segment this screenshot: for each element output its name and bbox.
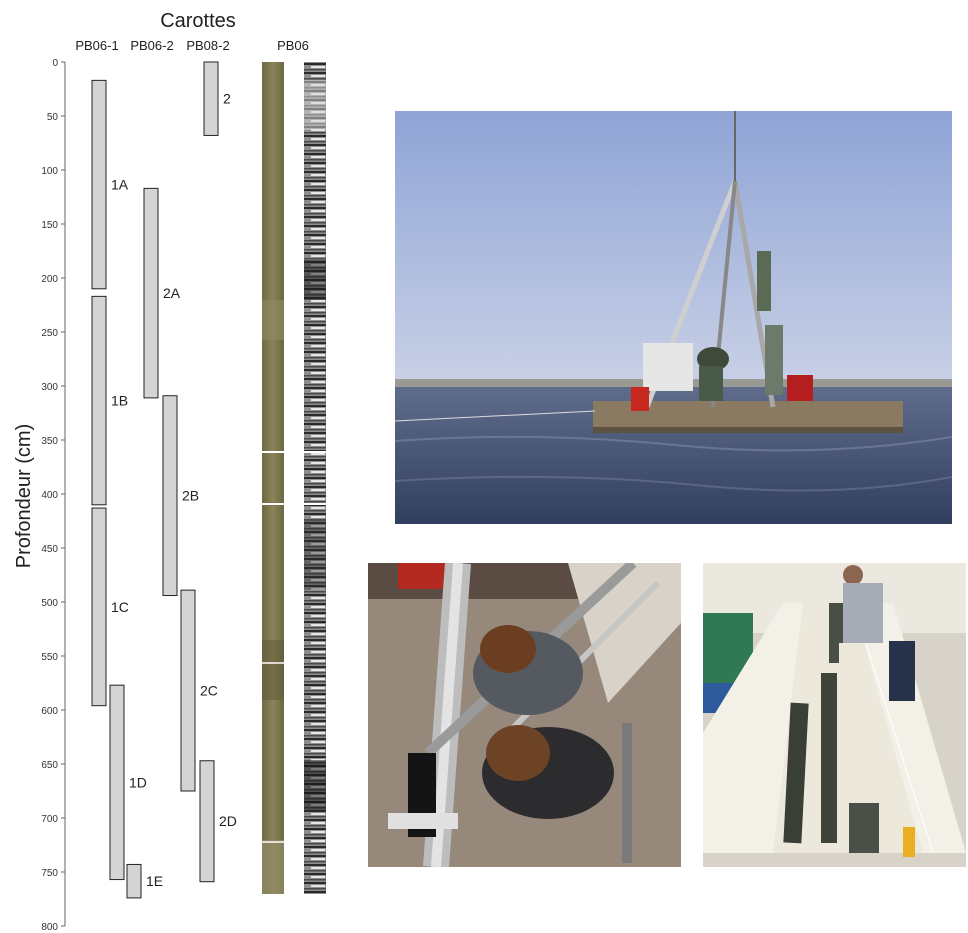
core-section-label: 1A — [111, 177, 129, 193]
column-header-pb06-1: PB06-1 — [75, 38, 118, 53]
y-tick-label: 100 — [41, 166, 58, 177]
column-header-pb06-2: PB06-2 — [130, 38, 173, 53]
lab-cores-photo — [703, 563, 966, 867]
y-tick-label: 350 — [41, 436, 58, 447]
pontoon-drilling-photo — [395, 111, 952, 524]
core-section-label: 2D — [219, 813, 237, 829]
core-section-1b — [91, 295, 107, 506]
core-section-1c — [91, 507, 107, 707]
core-section-2b — [162, 395, 178, 597]
y-tick-label: 250 — [41, 328, 58, 339]
y-tick-label: 600 — [41, 706, 58, 717]
core-scan-strip — [304, 62, 326, 894]
core-section-1e — [126, 863, 142, 899]
core-section-2 — [203, 61, 219, 136]
y-tick-label: 300 — [41, 382, 58, 393]
y-tick-label: 700 — [41, 814, 58, 825]
core-depth-diagram: Carottes PB06-1 PB06-2 PB08-2 PB06 Profond… — [13, 10, 326, 933]
core-section-label: 1B — [111, 393, 128, 409]
y-tick-label: 800 — [41, 922, 58, 933]
core-section-label: 1D — [129, 774, 147, 790]
chart-title: Carottes — [160, 10, 236, 32]
y-tick-label: 200 — [41, 274, 58, 285]
core-section-label: 2 — [223, 91, 231, 107]
drilling-overhead-photo — [368, 563, 681, 867]
y-tick-label: 650 — [41, 760, 58, 771]
core-section-1d — [109, 684, 125, 881]
scan-column-label: PB06 — [277, 38, 309, 53]
y-tick-label: 550 — [41, 652, 58, 663]
y-tick-label: 450 — [41, 544, 58, 555]
y-tick-label: 500 — [41, 598, 58, 609]
y-axis-label: Profondeur (cm) — [13, 424, 35, 569]
core-section-2d — [199, 760, 215, 883]
column-header-pb08-2: PB08-2 — [186, 38, 229, 53]
core-section-2a — [143, 187, 159, 399]
core-section-1a — [91, 79, 107, 290]
y-tick-label: 50 — [47, 112, 59, 123]
core-section-label: 2A — [163, 285, 181, 301]
core-section-label: 2B — [182, 488, 199, 504]
y-tick-label: 400 — [41, 490, 58, 501]
core-photo-strip — [262, 62, 284, 894]
y-tick-label: 0 — [52, 58, 58, 69]
core-section-label: 1C — [111, 599, 129, 615]
core-section-label: 1E — [146, 873, 163, 889]
core-section-2c — [180, 589, 196, 792]
y-tick-label: 750 — [41, 868, 58, 879]
core-section-label: 2C — [200, 683, 218, 699]
y-tick-label: 150 — [41, 220, 58, 231]
